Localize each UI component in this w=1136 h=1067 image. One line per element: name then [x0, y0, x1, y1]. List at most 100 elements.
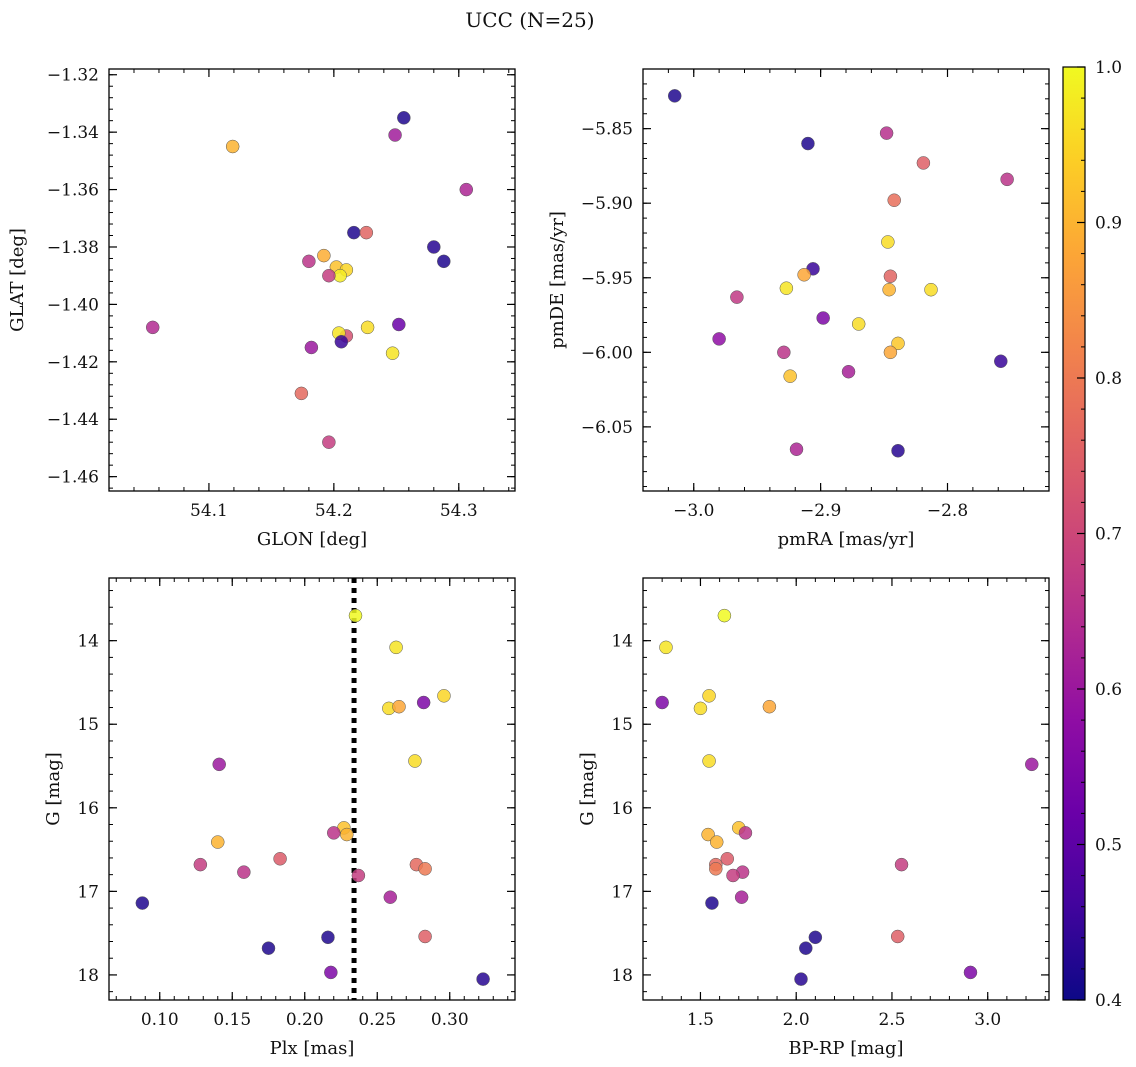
y-tick-label: −5.85 [581, 120, 633, 140]
axes-frame [642, 68, 1050, 492]
data-point [709, 835, 724, 849]
x-axis-label: pmRA [mas/yr] [778, 529, 915, 550]
colorbar-tick-label: 0.9 [1095, 214, 1122, 234]
data-point [334, 334, 349, 349]
x-tick-label: 54.2 [315, 501, 353, 521]
data-point [693, 701, 708, 716]
data-point [726, 868, 740, 883]
data-point [882, 282, 896, 297]
data-point [730, 290, 744, 304]
data-point [437, 689, 451, 703]
data-point [720, 852, 735, 866]
axes-frame [108, 577, 516, 1001]
data-point [883, 345, 898, 360]
data-point [437, 254, 451, 269]
data-point [891, 336, 905, 351]
panel-3: 0.10 0.15 0.20 0.25 0.30 14 15 16 17 18 Plx [mas] G… [43, 577, 516, 1059]
data-point [777, 345, 791, 360]
axes-frame [108, 68, 516, 492]
data-point [212, 757, 226, 772]
y-axis-label: G [mag] [43, 752, 64, 825]
data-point [388, 128, 402, 142]
data-point [273, 852, 287, 866]
data-point [324, 965, 338, 980]
axes-frame [642, 577, 1050, 1001]
colorbar: 0.4 0.5 0.6 0.7 0.8 0.9 1.0 [1062, 58, 1122, 1011]
y-tick-label: −1.38 [47, 238, 99, 258]
data-point [779, 281, 794, 295]
y-tick-label: −5.95 [581, 269, 633, 289]
y-tick-label: −1.44 [47, 410, 99, 430]
x-tick-label: 54.1 [190, 501, 228, 521]
data-point [801, 136, 815, 151]
data-point [883, 269, 898, 284]
data-point [881, 235, 895, 249]
data-point [734, 890, 749, 904]
data-point [397, 111, 411, 125]
y-tick-label: 18 [77, 966, 99, 986]
y-tick-label: −6.00 [581, 343, 633, 363]
x-axis-label: Plx [mas] [270, 1038, 355, 1059]
data-point [738, 826, 753, 840]
data-point [145, 320, 160, 335]
x-tick-label: 0.10 [141, 1010, 179, 1030]
data-point [702, 754, 716, 768]
data-point [891, 443, 905, 458]
data-point [705, 896, 719, 910]
data-point [322, 268, 336, 283]
data-point [655, 695, 669, 710]
y-tick-label: 14 [77, 632, 99, 652]
data-point [348, 608, 363, 623]
data-point [418, 929, 432, 944]
data-point [717, 608, 732, 623]
data-point [963, 965, 978, 980]
data-point [322, 435, 336, 449]
y-axis-label: GLAT [deg] [7, 228, 28, 332]
data-point [416, 695, 431, 710]
data-point [789, 442, 804, 456]
data-point [851, 317, 866, 331]
data-point [1025, 757, 1039, 772]
y-axis-label: pmDE [mas/yr] [547, 211, 568, 349]
y-tick-label: 15 [77, 715, 99, 735]
y-tick-label: −1.46 [47, 468, 99, 488]
colorbar-tick-label: 1.0 [1095, 58, 1122, 78]
x-tick-label: 2.0 [783, 1010, 810, 1030]
data-point [808, 930, 823, 945]
x-tick-label: 0.30 [431, 1010, 469, 1030]
data-point [701, 827, 715, 842]
data-point [211, 835, 225, 849]
y-tick-label: −5.90 [581, 194, 633, 214]
data-point [797, 268, 811, 282]
y-tick-label: 16 [611, 799, 633, 819]
scatter-points [667, 89, 1014, 458]
data-point [193, 857, 208, 872]
panel-1: 54.1 54.2 54.3 −1.32 −1.34 −1.36 −1.38 −1.40 −1.… [7, 66, 516, 550]
panel-4: 1.5 2.0 2.5 3.0 14 15 16 17 18 BP-RP [mag] G [mag] [577, 577, 1050, 1059]
data-point [879, 126, 894, 140]
x-tick-label: 54.3 [440, 501, 478, 521]
x-tick-label: 0.20 [286, 1010, 324, 1030]
data-point [385, 346, 400, 360]
y-tick-label: 17 [611, 882, 633, 902]
x-tick-label: 1.5 [687, 1010, 714, 1030]
data-point [994, 354, 1008, 369]
figure-title: UCC (N=25) [465, 8, 594, 32]
data-point [659, 640, 673, 655]
data-point [924, 282, 938, 297]
data-point [317, 248, 331, 263]
y-tick-label: −1.36 [47, 181, 99, 201]
y-axis-label: G [mag] [577, 752, 598, 825]
data-point [887, 193, 901, 207]
scatter-points [135, 578, 490, 1000]
data-point [392, 699, 406, 714]
data-point [799, 941, 813, 955]
y-tick-label: 18 [611, 966, 633, 986]
data-point [794, 972, 808, 986]
scatter-points [655, 608, 1039, 986]
colorbar-tick-label: 0.5 [1095, 836, 1122, 856]
data-point [916, 156, 931, 170]
y-tick-label: 15 [611, 715, 633, 735]
y-tick-label: −6.05 [581, 418, 633, 438]
